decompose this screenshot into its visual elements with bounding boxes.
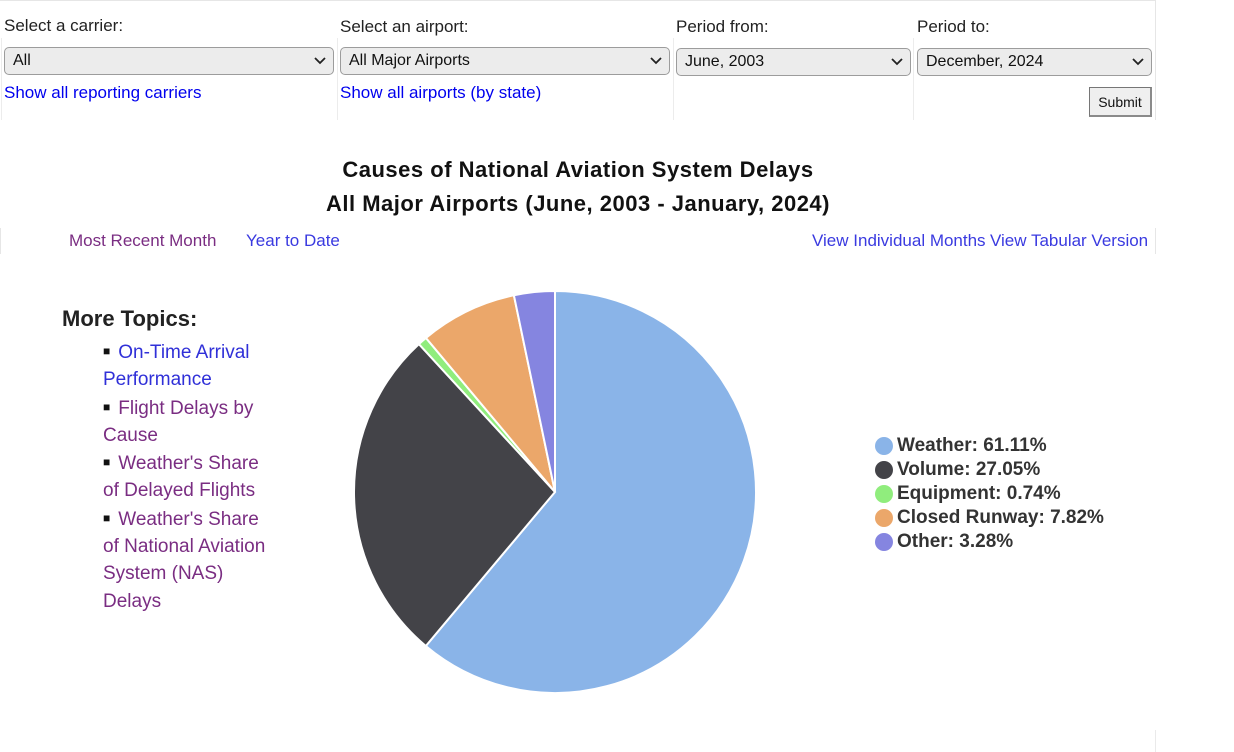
airport-label: Select an airport: <box>340 17 469 36</box>
chart-legend: Weather: 61.11% Volume: 27.05% Equipment: … <box>875 434 1104 554</box>
period-to-value: December, 2024 <box>926 53 1044 70</box>
most-recent-month-link[interactable]: Most Recent Month <box>69 231 217 250</box>
chart-subtitle: All Major Airports (June, 2003 - January… <box>326 191 830 216</box>
legend-item-other[interactable]: Other: 3.28% <box>875 530 1104 554</box>
pie-slice-other[interactable] <box>512 289 556 493</box>
carrier-select-value: All <box>13 52 31 69</box>
legend-swatch <box>875 485 893 503</box>
pie-slice-closed-runway[interactable] <box>424 294 556 493</box>
period-from-select[interactable]: June, 2003 <box>676 48 911 76</box>
legend-item-weather[interactable]: Weather: 61.11% <box>875 434 1104 458</box>
topic-label: Flight Delays by Cause <box>103 397 254 446</box>
topic-label: On-Time Arrival Performance <box>103 342 250 391</box>
topic-weather-share-delayed[interactable]: ■ Weather's Share of Delayed Flights <box>103 449 273 505</box>
legend-label: Weather: 61.11% <box>897 435 1047 456</box>
carrier-label: Select a carrier: <box>4 16 124 35</box>
column-divider <box>337 38 338 120</box>
column-divider <box>913 38 914 120</box>
show-all-carriers-link[interactable]: Show all reporting carriers <box>4 83 202 102</box>
legend-swatch <box>875 509 893 527</box>
pie-slice-volume[interactable] <box>353 342 557 648</box>
square-bullet-icon: ■ <box>103 510 111 525</box>
more-topics-list: ■ On-Time Arrival Performance ■ Flight Del… <box>103 338 273 615</box>
carrier-select[interactable]: All <box>4 47 334 75</box>
legend-swatch <box>875 437 893 455</box>
chevron-down-icon <box>884 58 910 66</box>
topic-label: Weather's Share of National Aviation Sys… <box>103 508 266 612</box>
pie-slice-weather[interactable] <box>424 289 757 694</box>
airport-select-value: All Major Airports <box>349 52 470 69</box>
view-bar-divider <box>0 228 1 254</box>
square-bullet-icon: ■ <box>103 455 111 470</box>
chart-title: Causes of National Aviation System Delay… <box>342 157 814 182</box>
column-divider <box>1 38 2 120</box>
topic-label: Weather's Share of Delayed Flights <box>103 453 259 502</box>
square-bullet-icon: ■ <box>103 344 111 358</box>
chevron-down-icon <box>1125 58 1151 66</box>
legend-label: Other: 3.28% <box>897 531 1014 552</box>
period-to-label: Period to: <box>917 17 990 36</box>
legend-item-volume[interactable]: Volume: 27.05% <box>875 458 1104 482</box>
legend-swatch <box>875 461 893 479</box>
legend-item-equipment[interactable]: Equipment: 0.74% <box>875 482 1104 506</box>
show-all-airports-link[interactable]: Show all airports (by state) <box>340 83 542 102</box>
period-from-value: June, 2003 <box>685 53 765 70</box>
view-individual-months-link[interactable]: View Individual Months <box>812 231 986 250</box>
legend-label: Closed Runway: 7.82% <box>897 507 1104 528</box>
page-divider <box>1155 730 1156 752</box>
legend-swatch <box>875 533 893 551</box>
square-bullet-icon: ■ <box>103 399 111 414</box>
topic-on-time-arrival[interactable]: ■ On-Time Arrival Performance <box>103 338 273 394</box>
legend-item-closed-runway[interactable]: Closed Runway: 7.82% <box>875 506 1104 530</box>
year-to-date-link[interactable]: Year to Date <box>246 231 340 250</box>
delay-causes-pie-chart <box>353 289 757 694</box>
airport-select[interactable]: All Major Airports <box>340 47 670 75</box>
topic-flight-delays-by-cause[interactable]: ■ Flight Delays by Cause <box>103 394 273 450</box>
submit-button[interactable]: Submit <box>1089 87 1152 117</box>
period-to-select[interactable]: December, 2024 <box>917 48 1152 76</box>
view-tabular-version-link[interactable]: View Tabular Version <box>990 231 1149 250</box>
more-topics-heading: More Topics: <box>62 306 198 331</box>
chevron-down-icon <box>643 57 669 65</box>
column-divider <box>673 38 674 120</box>
legend-label: Equipment: 0.74% <box>897 483 1061 504</box>
chevron-down-icon <box>307 57 333 65</box>
period-from-label: Period from: <box>676 17 769 36</box>
filter-form <box>0 0 1156 120</box>
topic-weather-share-nas[interactable]: ■ Weather's Share of National Aviation Sy… <box>103 505 273 615</box>
view-bar-divider <box>1155 228 1156 254</box>
legend-label: Volume: 27.05% <box>897 459 1041 480</box>
